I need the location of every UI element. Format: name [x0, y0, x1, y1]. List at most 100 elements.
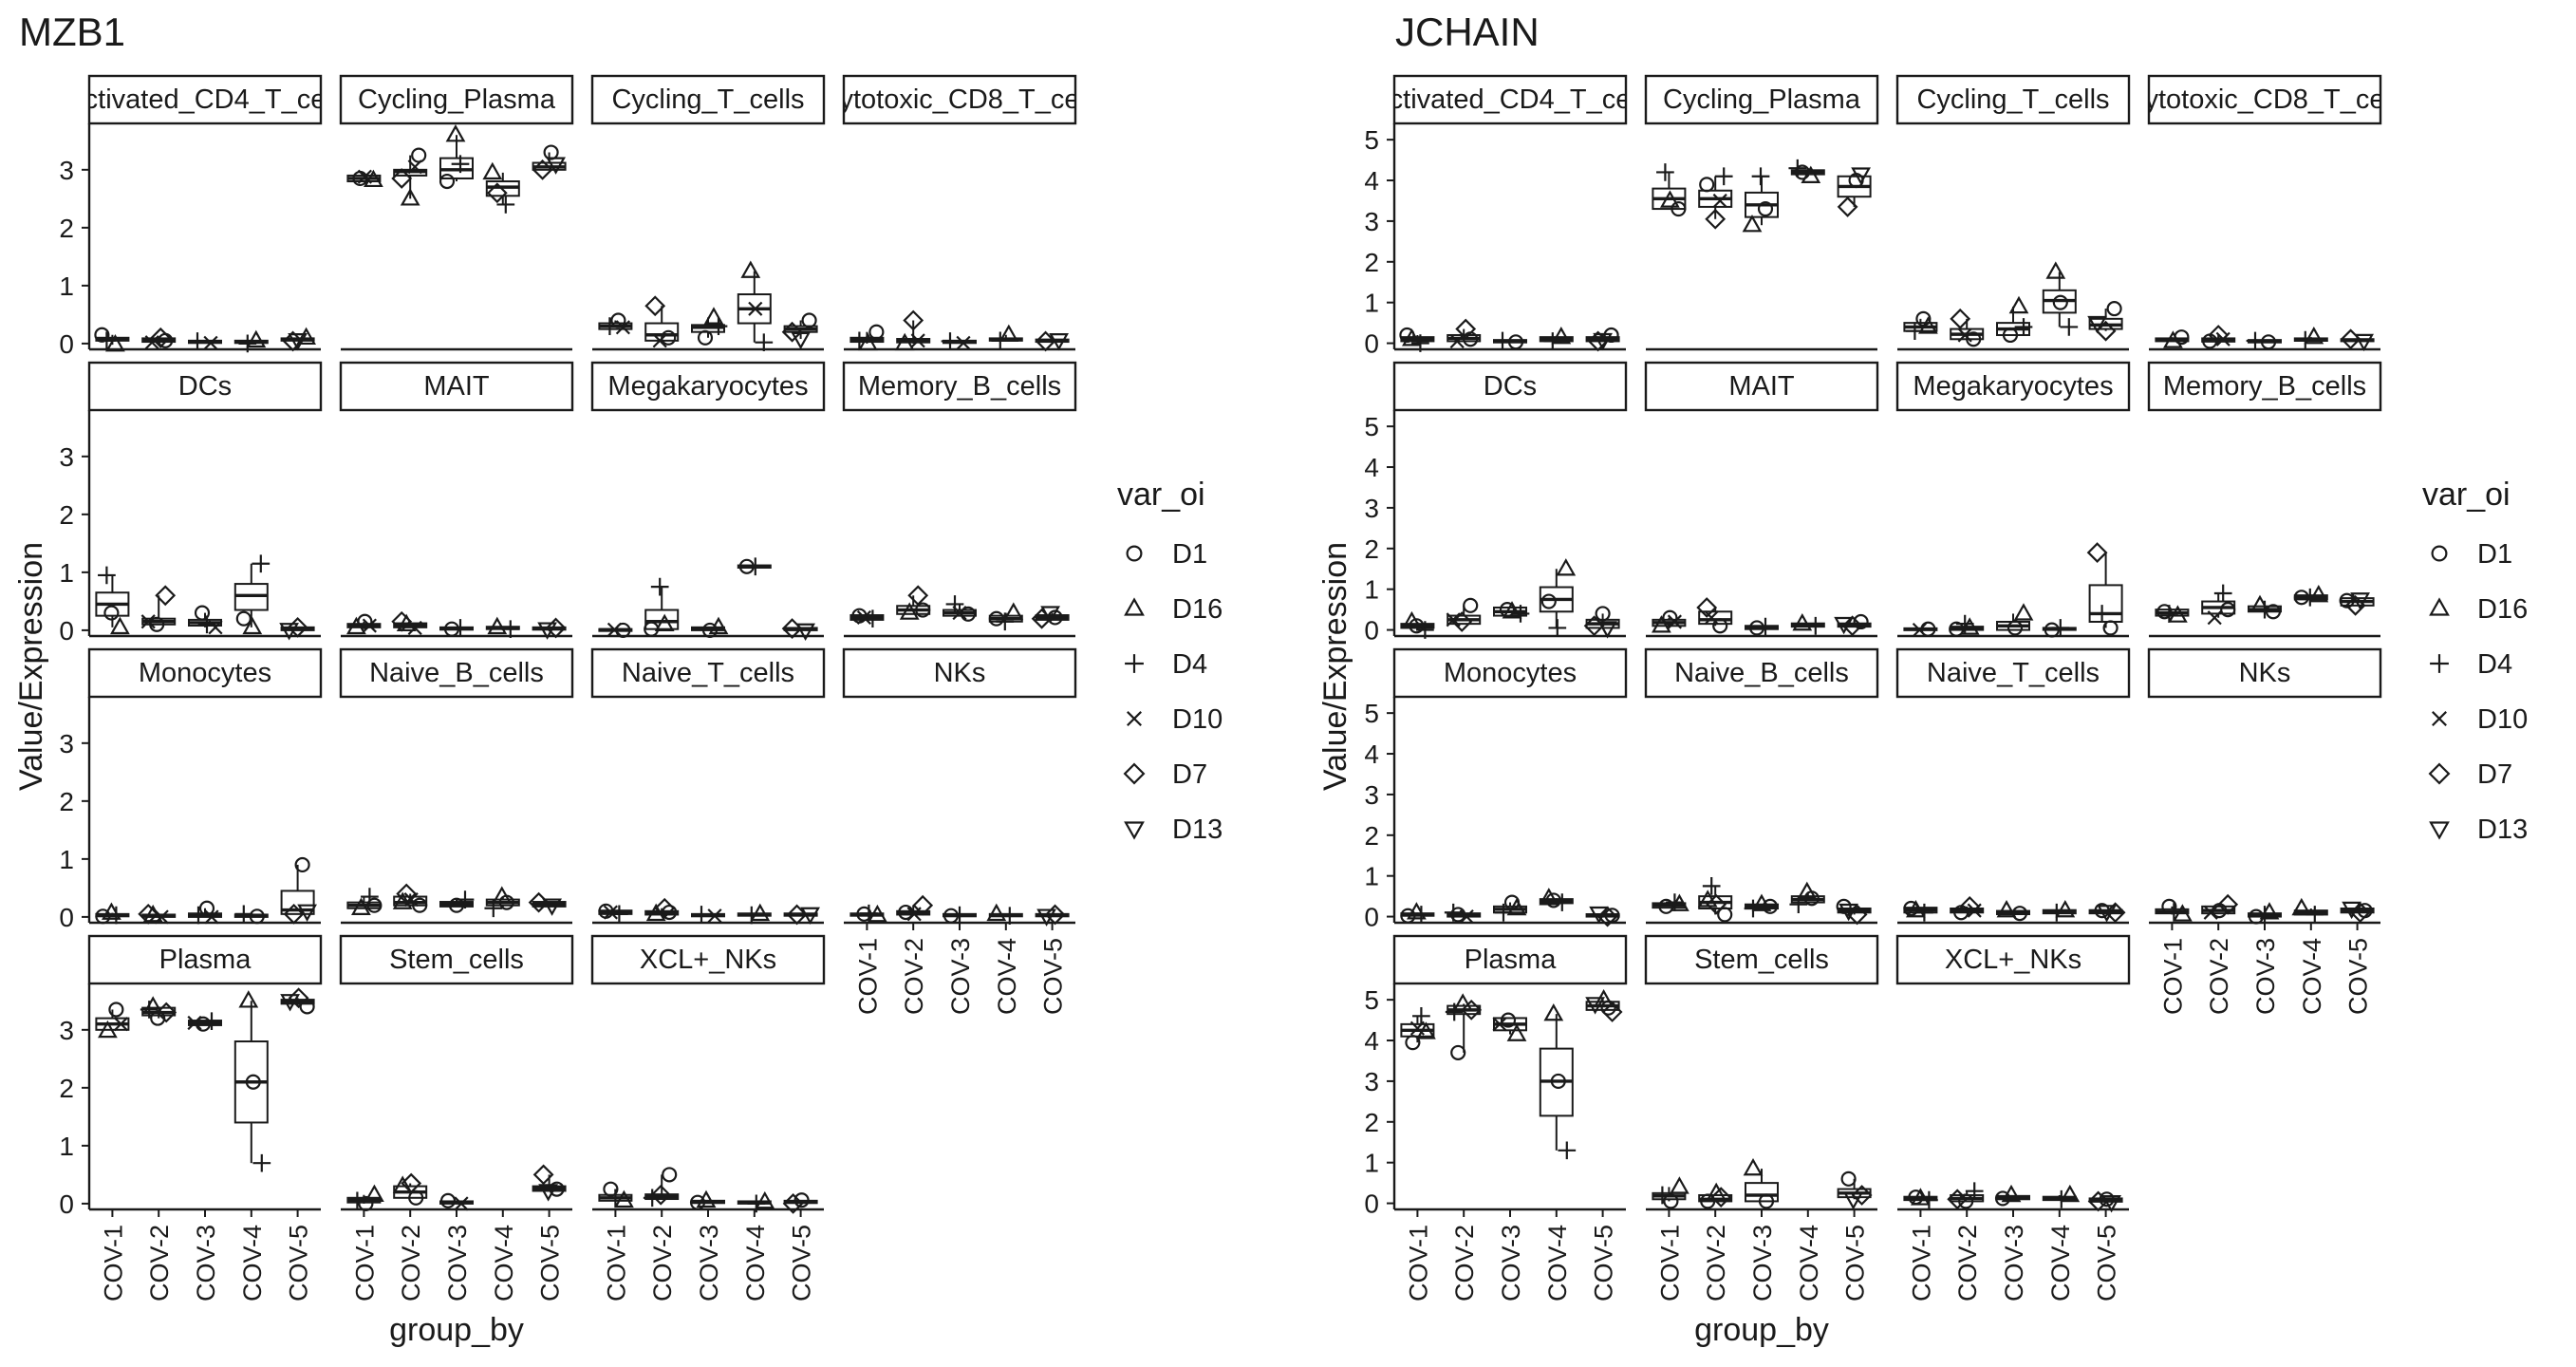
point-d16	[1551, 326, 1572, 345]
facet-strip	[590, 361, 826, 412]
point-d4	[2255, 600, 2274, 619]
box-cov-4	[2042, 899, 2077, 922]
point-d1	[1600, 1000, 1616, 1016]
x-tick-label: COV-3	[192, 1225, 220, 1301]
box-cov-5	[1837, 167, 1872, 217]
point-d1	[1463, 331, 1479, 347]
facet-strip-label: ytotoxic_CD8_T_ce	[839, 84, 1079, 115]
y-tick-label: 0	[1364, 1189, 1379, 1219]
box-cov-3	[2246, 331, 2282, 350]
box-cov-4	[737, 903, 772, 925]
facet-naive-t-cells: Naive_T_cells	[1895, 647, 2131, 925]
point-d10	[407, 159, 422, 175]
box-cov-2	[644, 295, 680, 348]
point-d1	[2161, 898, 2177, 914]
facet-mait: MAIT	[1644, 361, 1879, 638]
point-d4	[650, 577, 669, 596]
box-cov-2	[1947, 1182, 1985, 1210]
point-d16	[1502, 601, 1522, 619]
point-d4	[1915, 903, 1933, 922]
point-d4	[252, 554, 271, 573]
box-cov-4	[485, 616, 520, 639]
x-tick-label: COV-5	[1841, 1225, 1870, 1301]
y-tick-label: 0	[1364, 616, 1379, 646]
point-d13	[1834, 616, 1854, 635]
facet-cycling-plasma: Cycling_Plasma	[339, 74, 574, 351]
facet-strip-label: NKs	[2239, 658, 2291, 688]
legend-label: D1	[1172, 539, 1207, 570]
x-tick-label: COV-5	[1039, 938, 1068, 1015]
box-cov-1	[2155, 604, 2190, 623]
point-d10	[707, 908, 722, 924]
point-d16	[703, 307, 724, 325]
box-cov-2	[896, 585, 931, 620]
box-cov-4	[1539, 888, 1574, 911]
point-d4	[850, 331, 868, 350]
facet-strip-label: Cycling_T_cells	[611, 84, 804, 115]
point-d1	[249, 908, 265, 925]
point-d7	[545, 617, 567, 639]
point-d10	[603, 905, 618, 920]
box-cov-2	[392, 1172, 428, 1206]
facet-strip-label: Naive_T_cells	[622, 658, 794, 688]
point-d4	[2093, 605, 2111, 623]
point-d1	[1047, 609, 1063, 626]
point-d4	[860, 904, 878, 923]
point-d10	[2215, 331, 2231, 346]
box-cov-2	[141, 327, 177, 350]
facet-strip-label: Cycling_Plasma	[1663, 84, 1861, 115]
point-d1	[2156, 604, 2173, 620]
facet-stem-cells: Stem_cells COV-1 COV-2 COV-3 COV-4 COV-5	[339, 934, 574, 1301]
point-d10	[1667, 614, 1682, 629]
point-d13	[2097, 905, 2117, 923]
point-d16	[1652, 615, 1671, 633]
point-d1	[2102, 620, 2119, 636]
point-d7	[1601, 1002, 1623, 1022]
box-cov-3	[2248, 902, 2282, 925]
facet-strip	[590, 74, 826, 125]
box-cov-3	[1743, 1157, 1779, 1209]
point-d13	[800, 907, 820, 926]
facet-strip	[1392, 74, 1628, 125]
point-d1	[1540, 593, 1557, 609]
legend-key-d7	[2428, 762, 2451, 785]
box-cov-3	[188, 605, 223, 635]
legend-label: D16	[2477, 594, 2528, 625]
box-cov-3	[943, 906, 977, 925]
facet-strip-label: ctivated_CD4_T_ce	[84, 84, 327, 115]
point-d4	[2296, 330, 2315, 349]
point-d1	[150, 1010, 166, 1026]
point-d10	[856, 609, 871, 626]
x-tick-label: COV-3	[2000, 1225, 2028, 1301]
legend-label: D13	[1172, 815, 1223, 845]
facet-megakaryocytes: Megakaryocytes	[590, 361, 826, 642]
legend-key-d7	[1123, 762, 1146, 785]
facet-strip-label: Stem_cells	[389, 945, 524, 975]
box-cov-3	[1744, 893, 1779, 918]
box-cov-1	[95, 1002, 130, 1039]
point-d13	[1597, 621, 1617, 639]
box-cov-3	[187, 1012, 222, 1032]
facet-strip-label: ctivated_CD4_T_ce	[1390, 84, 1632, 115]
point-d1	[2011, 906, 2028, 922]
point-d4	[709, 317, 728, 335]
box-cov-2	[391, 610, 428, 636]
point-d1	[1463, 597, 1479, 613]
box-cov-3	[943, 595, 977, 622]
box-cov-4	[986, 903, 1023, 926]
point-d4	[991, 331, 1010, 350]
y-axis-label: Value/Expression	[1317, 542, 1353, 791]
point-d1	[2052, 294, 2068, 310]
facet-strip	[339, 647, 574, 699]
point-d1	[898, 904, 914, 921]
y-tick-label: 2	[1364, 1108, 1379, 1137]
point-d16	[1416, 1021, 1436, 1039]
facet-nks: NKs COV-1 COV-2 COV-3 COV-4 COV-5	[842, 647, 1077, 1015]
point-d1	[1400, 908, 1416, 924]
box-cov-3	[1493, 601, 1530, 623]
facet-plasma: Plasma 0 1 2 3 4 5 COV-1 COV-2 COV-3 COV-4 COV-5	[1364, 934, 1628, 1301]
point-d10	[607, 622, 622, 637]
point-d10	[1712, 193, 1727, 209]
legend-key-d13	[2429, 821, 2450, 840]
facet-strip-label: Naive_B_cells	[1674, 658, 1849, 688]
